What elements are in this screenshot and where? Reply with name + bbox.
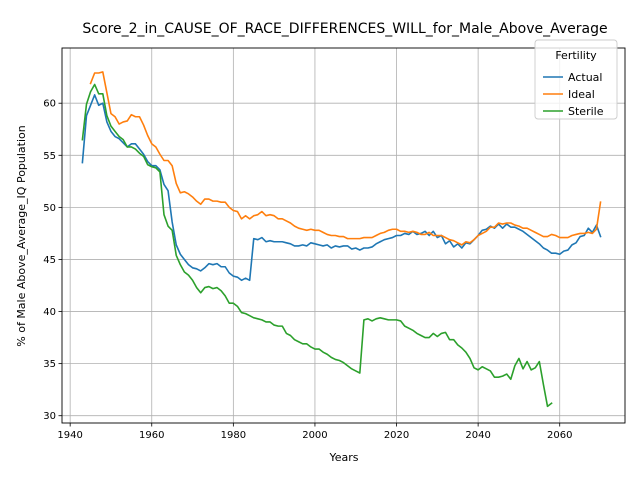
grid (62, 48, 625, 423)
x-tick-label: 2000 (302, 430, 327, 441)
x-tick-label: 2060 (547, 430, 572, 441)
legend-box (534, 39, 618, 120)
y-tick-label: 35 (43, 359, 56, 370)
y-tick-label: 40 (43, 307, 56, 318)
plot-frame (61, 47, 626, 424)
chart-title: Score_2_in_CAUSE_OF_RACE_DIFFERENCES_WIL… (82, 21, 607, 37)
axis-ticks: 1940 1960 1980 2000 2020 2040 2060 30 35 40 45 50 55… (43, 99, 572, 441)
x-tick-label: 2020 (384, 430, 409, 441)
y-axis-label: % of Male Above_Average_IQ Population (15, 125, 28, 347)
series-line-actual (81, 94, 602, 282)
legend-label-actual: Actual (568, 71, 602, 84)
y-tick-label: 30 (43, 411, 56, 422)
series-line-sterile (81, 83, 553, 408)
legend-title: Fertility (555, 49, 597, 62)
x-tick-label: 1980 (221, 430, 246, 441)
y-tick-label: 55 (43, 151, 56, 162)
legend-label-ideal: Ideal (568, 88, 595, 101)
x-axis-label: Years (328, 451, 358, 464)
x-tick-label: 1960 (139, 430, 164, 441)
series-line-ideal (89, 71, 602, 246)
y-tick-label: 45 (43, 255, 56, 266)
y-tick-label: 50 (43, 203, 56, 214)
legend: Fertility Actual Ideal Sterile (534, 39, 618, 120)
x-tick-label: 1940 (57, 430, 82, 441)
legend-label-sterile: Sterile (568, 105, 604, 118)
x-tick-label: 2040 (465, 430, 490, 441)
series-lines (81, 71, 602, 408)
y-tick-label: 60 (43, 99, 56, 110)
